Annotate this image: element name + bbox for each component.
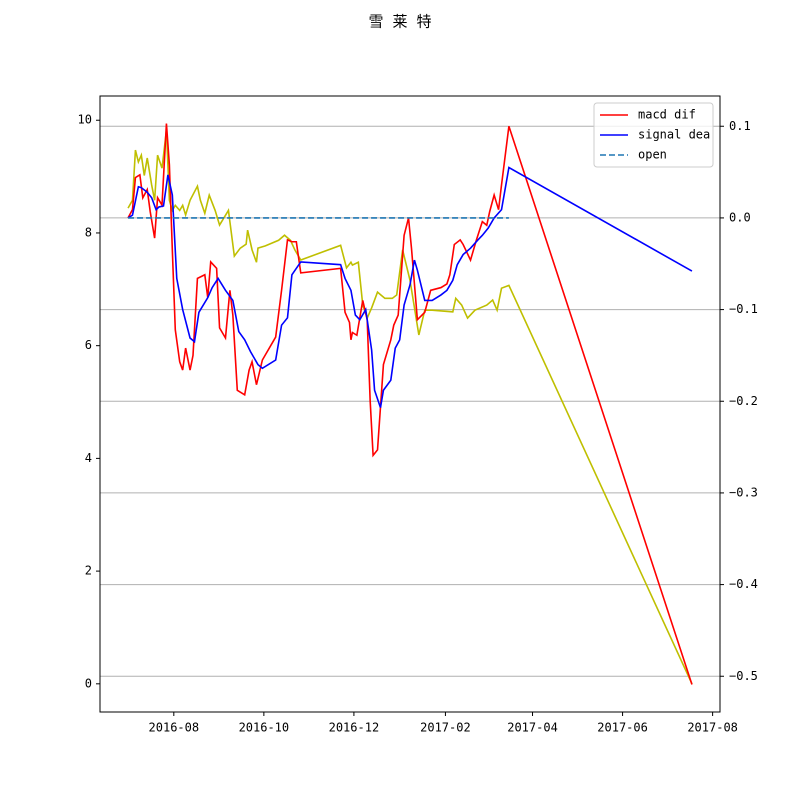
legend-label: signal dea [638, 128, 710, 142]
plot-lines [127, 123, 693, 685]
x-tick-label: 2016-10 [239, 721, 290, 735]
x-tick-label: 2017-02 [420, 721, 471, 735]
grid [100, 125, 720, 677]
y2-tick-label: −0.1 [729, 302, 758, 316]
y2-tick-label: −0.4 [729, 577, 758, 591]
series-line [127, 166, 693, 408]
axes-frame [99, 95, 721, 713]
x-tick-label: 2017-04 [507, 721, 558, 735]
y-tick-label: 6 [85, 338, 92, 352]
chart-title: 雪 莱 特 [368, 13, 431, 31]
y2-tick-label: −0.5 [729, 669, 758, 683]
ticks: 0 2 4 6 8 10 −0.5 −0.4 −0.3 −0.2 −0.1 0.0 0.1 2016-08… [78, 113, 758, 735]
x-tick-label: 2016-08 [149, 721, 200, 735]
x-tick-label: 2017-08 [687, 721, 738, 735]
y-tick-label: 10 [78, 113, 92, 127]
legend: macd dif signal dea open [593, 102, 714, 168]
x-tick-label: 2016-12 [329, 721, 380, 735]
y2-tick-label: 0.1 [729, 119, 751, 133]
series-line [127, 123, 693, 685]
legend-box [593, 102, 714, 168]
x-tick-label: 2017-06 [597, 721, 648, 735]
y2-tick-label: −0.3 [729, 485, 758, 499]
y2-tick-label: −0.2 [729, 394, 758, 408]
legend-label: open [638, 148, 667, 162]
legend-label: macd dif [638, 108, 696, 122]
y-tick-label: 8 [85, 225, 92, 239]
y-tick-label: 0 [85, 676, 92, 690]
y-tick-label: 4 [85, 451, 92, 465]
y-tick-label: 2 [85, 564, 92, 578]
y2-tick-label: 0.0 [729, 210, 751, 224]
series-line [127, 130, 693, 685]
